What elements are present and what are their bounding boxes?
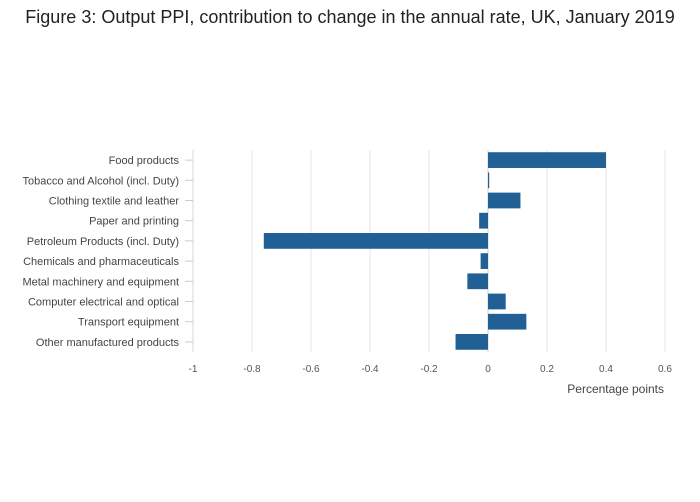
x-axis: -1 -0.8 -0.6 -0.4 -0.2 0 0.2 0.4 0.6 <box>189 364 673 375</box>
category-label: Chemicals and pharmaceuticals <box>23 256 179 268</box>
category-label: Tobacco and Alcohol (incl. Duty) <box>22 175 179 187</box>
category-label: Clothing textile and leather <box>49 196 180 208</box>
bar <box>455 334 488 350</box>
x-tick-label: 0 <box>485 364 491 375</box>
bar <box>480 253 488 269</box>
bar <box>488 293 506 310</box>
x-tick-label: -0.4 <box>361 364 379 375</box>
bar <box>479 212 488 229</box>
category-label: Paper and printing <box>89 216 179 228</box>
bars <box>263 152 606 350</box>
x-tick-label: -0.2 <box>420 364 438 375</box>
x-tick-label: -1 <box>189 364 198 375</box>
x-tick-label: 0.6 <box>658 364 672 375</box>
bar <box>467 273 488 290</box>
category-label: Transport equipment <box>78 317 179 329</box>
category-label: Petroleum Products (incl. Duty) <box>27 236 179 248</box>
bar <box>488 172 490 189</box>
bar <box>263 233 488 249</box>
x-tick-label: -0.8 <box>243 364 261 375</box>
category-label: Metal machinery and equipment <box>22 276 179 288</box>
chart-title: Figure 3: Output PPI, contribution to ch… <box>25 7 675 27</box>
bar <box>488 313 527 330</box>
bar <box>488 152 606 168</box>
bar <box>488 192 521 209</box>
gridlines <box>192 150 666 352</box>
category-label: Computer electrical and optical <box>28 297 179 309</box>
category-label: Other manufactured products <box>36 337 180 349</box>
x-axis-title: Percentage points <box>567 382 664 396</box>
category-label: Food products <box>109 155 180 167</box>
x-tick-label: 0.4 <box>599 364 613 375</box>
x-tick-label: 0.2 <box>540 364 554 375</box>
x-tick-label: -0.6 <box>302 364 320 375</box>
y-axis: Food products Tobacco and Alcohol (incl. … <box>22 150 194 352</box>
